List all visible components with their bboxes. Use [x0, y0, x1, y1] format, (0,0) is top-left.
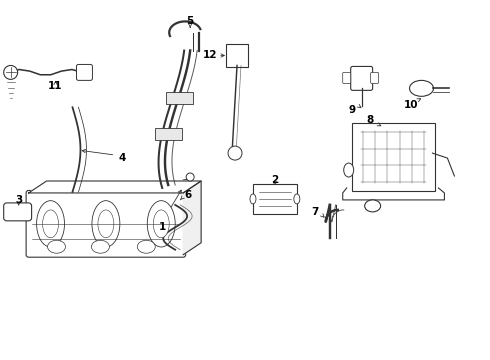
Ellipse shape [92, 201, 120, 247]
Text: 11: 11 [49, 81, 63, 91]
FancyBboxPatch shape [253, 184, 297, 214]
Ellipse shape [137, 240, 155, 253]
Ellipse shape [250, 194, 256, 204]
Polygon shape [28, 181, 201, 193]
Text: 2: 2 [271, 175, 278, 185]
FancyBboxPatch shape [352, 123, 436, 191]
Text: 4: 4 [119, 153, 126, 163]
Text: 1: 1 [159, 222, 166, 232]
Ellipse shape [343, 163, 354, 177]
Circle shape [228, 146, 242, 160]
Ellipse shape [37, 201, 65, 247]
Text: 12: 12 [203, 50, 218, 60]
Text: 8: 8 [366, 115, 373, 125]
Ellipse shape [410, 80, 434, 96]
Text: 10: 10 [404, 100, 419, 110]
FancyBboxPatch shape [4, 203, 32, 221]
FancyBboxPatch shape [226, 44, 248, 67]
FancyBboxPatch shape [166, 91, 193, 104]
Text: 3: 3 [15, 195, 22, 205]
FancyBboxPatch shape [370, 72, 379, 84]
Ellipse shape [48, 240, 66, 253]
Circle shape [4, 66, 18, 80]
Polygon shape [183, 181, 201, 255]
Ellipse shape [153, 210, 169, 238]
Text: 9: 9 [348, 105, 355, 115]
Ellipse shape [147, 201, 175, 247]
Ellipse shape [92, 240, 109, 253]
Ellipse shape [294, 194, 300, 204]
FancyBboxPatch shape [26, 190, 186, 257]
Ellipse shape [98, 210, 114, 238]
FancyBboxPatch shape [76, 64, 93, 80]
FancyBboxPatch shape [155, 128, 182, 140]
Text: 5: 5 [187, 15, 194, 26]
Ellipse shape [365, 200, 381, 212]
Circle shape [186, 173, 194, 181]
FancyBboxPatch shape [343, 72, 351, 84]
Text: 7: 7 [311, 207, 318, 217]
FancyBboxPatch shape [351, 67, 372, 90]
Text: 6: 6 [185, 190, 192, 200]
Ellipse shape [43, 210, 58, 238]
